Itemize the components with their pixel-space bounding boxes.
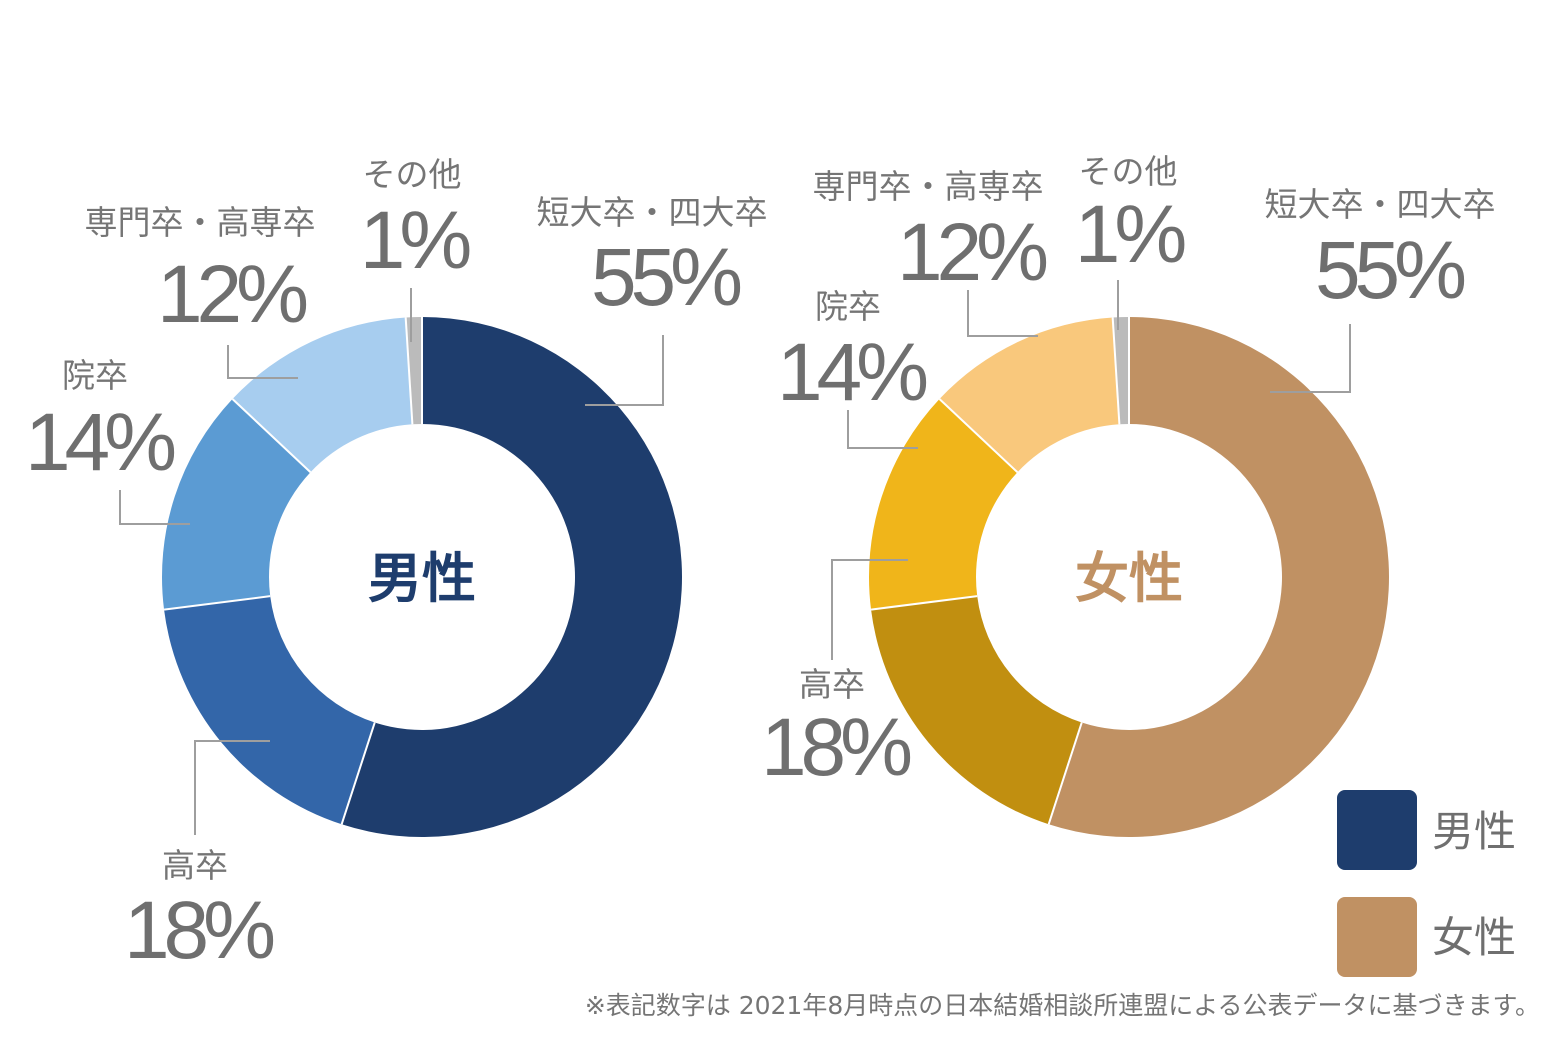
female-slice-separator-3 [938,398,1019,473]
male-slice-1 [164,596,375,825]
female-slice-3 [939,317,1120,473]
female-leader-line-0 [1270,324,1351,393]
female-value-label-3: 12% [897,207,1046,298]
female-category-label-0: 短大卒・四大卒 [1265,185,1496,224]
female-leader-line-1 [831,559,908,660]
male-category-label-4: その他 [363,155,462,194]
female-category-label-3: 専門卒・高専卒 [813,167,1044,206]
male-value-label-2: 14% [25,397,174,488]
female-category-label-2: 院卒 [815,287,881,326]
male-value-label-3: 12% [157,249,306,340]
male-slice-separator-1 [340,722,376,825]
female-center-label: 女性 [1075,547,1183,610]
male-category-label-2: 院卒 [62,356,128,395]
legend-swatch-male [1337,790,1417,870]
male-leader-line-3 [227,345,298,379]
female-value-label-0: 55% [1315,225,1464,316]
male-category-label-3: 専門卒・高専卒 [85,203,316,242]
legend-swatch-female [1337,897,1417,977]
male-slice-4 [405,317,422,425]
male-slice-separator-4 [404,317,414,425]
male-slice-0 [341,317,682,838]
female-leader-line-3 [967,290,1038,337]
legend-label-male: 男性 [1432,807,1516,856]
male-value-label-1: 18% [124,885,273,976]
footnote: ※表記数字は 2021年8月時点の日本結婚相談所連盟による公表データに基づきます… [584,991,1540,1020]
male-slice-separator-3 [231,398,312,473]
male-category-label-0: 短大卒・四大卒 [537,193,768,232]
male-category-label-1: 高卒 [162,846,228,885]
female-value-label-4: 1% [1075,189,1185,280]
male-slice-separator-2 [163,595,271,611]
male-slice-2 [161,399,311,610]
female-category-label-1: 高卒 [799,665,865,704]
female-slice-separator-4 [1111,317,1121,425]
female-slice-0 [1048,317,1389,838]
male-center-label: 男性 [368,547,476,610]
male-leader-line-1 [194,740,270,835]
female-slice-2 [869,399,1018,610]
female-category-label-4: その他 [1079,152,1178,191]
male-leader-line-2 [119,490,190,525]
female-slice-4 [1112,317,1129,425]
legend: 男性 女性 [1337,790,1516,977]
female-slice-separator-1 [1047,722,1083,825]
female-slice-1 [871,596,1082,825]
female-value-label-1: 18% [761,702,910,793]
male-slice-3 [232,317,413,473]
male-leader-line-0 [585,335,664,406]
female-leader-line-2 [847,410,918,449]
male-value-label-4: 1% [360,195,470,286]
female-value-label-2: 14% [777,327,926,418]
female-slice-separator-2 [870,595,978,611]
legend-label-female: 女性 [1432,913,1516,962]
male-value-label-0: 55% [591,232,740,323]
